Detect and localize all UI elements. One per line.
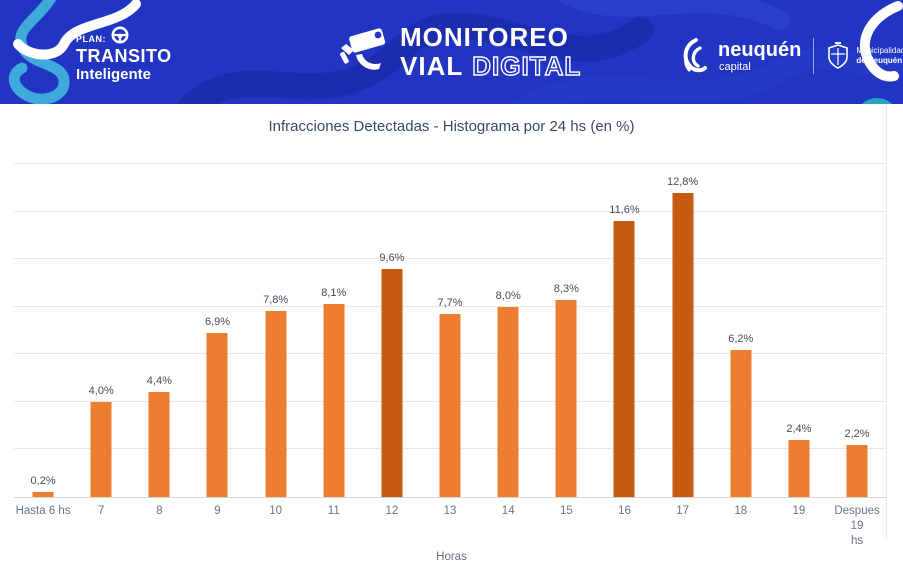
muni-line2: de Neuquén — [856, 56, 903, 65]
bar-column: 7,8% — [247, 164, 305, 497]
x-axis-label: 11 — [327, 505, 340, 517]
plan-title: TRANSITO — [76, 46, 172, 66]
data-label: 7,7% — [437, 296, 463, 309]
neuquen-name: neuquén — [718, 38, 802, 61]
bar — [555, 299, 577, 497]
data-label: 8,3% — [553, 282, 579, 295]
data-label: 2,2% — [844, 427, 870, 440]
municipalidad-logo: Municipalidad de Neuquén — [826, 41, 903, 71]
bar-column: 11,6% — [595, 164, 653, 497]
muni-line1: Municipalidad — [856, 46, 903, 55]
bar — [439, 313, 461, 497]
plot-wrap: 0,2% 4,0% 4,4% 6,9% 7,8% 8,1% 9,6% 7,7% 8,0% 8,3%… — [14, 163, 886, 498]
data-label: 11,6% — [609, 204, 640, 217]
header-banner: PLAN: TRANSITO Inteligente — [0, 0, 903, 104]
bar — [148, 392, 170, 497]
x-axis-label: Hasta 6 hs — [15, 505, 71, 517]
x-axis-label: 7 — [98, 505, 105, 517]
bar-column: 2,4% — [770, 164, 828, 497]
x-axis-label: 17 — [676, 505, 690, 517]
bar — [90, 401, 112, 497]
brand-line2-outline: DIGITAL — [472, 51, 582, 81]
x-axis-label: 8 — [156, 505, 163, 517]
data-label: 8,0% — [495, 289, 521, 302]
security-camera-icon — [340, 27, 386, 70]
bar-column: 6,2% — [712, 164, 770, 497]
x-axis-label: 10 — [269, 505, 283, 517]
bar — [613, 221, 635, 497]
bar-column: 2,2% — [828, 164, 886, 497]
bar — [265, 311, 287, 497]
data-label: 7,8% — [263, 294, 289, 307]
bar — [730, 349, 752, 497]
data-label: 2,4% — [786, 422, 812, 435]
bar-column: 6,9% — [188, 164, 246, 497]
brand-line2-solid: VIAL — [400, 51, 464, 81]
steering-wheel-icon — [111, 26, 129, 44]
axis-title-horas: Horas — [436, 550, 467, 563]
bar — [788, 439, 810, 497]
bar-column: 12,8% — [654, 164, 712, 497]
bar-column: 4,0% — [72, 164, 130, 497]
bar — [323, 304, 345, 497]
x-axis-label: 13 — [443, 505, 457, 517]
plot-area: 0,2% 4,0% 4,4% 6,9% 7,8% 8,1% 9,6% 7,7% 8,0% 8,3%… — [14, 163, 886, 498]
bar — [497, 306, 519, 497]
data-label: 0,2% — [30, 475, 56, 488]
data-label: 4,0% — [88, 384, 114, 397]
bar — [32, 492, 54, 497]
x-axis-label: 19 — [792, 505, 806, 517]
neuquen-sub: capital — [719, 60, 751, 73]
bar — [846, 444, 868, 497]
gridline — [14, 305, 886, 307]
bar-column: 8,0% — [479, 164, 537, 497]
bar — [206, 332, 228, 497]
plan-transito-logo: PLAN: TRANSITO Inteligente — [76, 26, 172, 82]
bar — [672, 192, 694, 497]
bar-column: 9,6% — [363, 164, 421, 497]
right-edge-divider — [886, 104, 887, 539]
chart-title: Infracciones Detectadas - Histograma por… — [268, 118, 635, 135]
x-axis-label: 16 — [618, 505, 631, 517]
gridline — [14, 210, 886, 212]
bars-row: 0,2% 4,0% 4,4% 6,9% 7,8% 8,1% 9,6% 7,7% 8,0% 8,3%… — [14, 164, 886, 497]
neuquen-capital-logo: neuquén capital — [676, 36, 801, 76]
x-axis-label: 18 — [734, 505, 748, 517]
bar-column: 0,2% — [14, 164, 72, 497]
logo-divider — [813, 38, 815, 74]
bar-column: 4,4% — [130, 164, 188, 497]
bar-column: 7,7% — [421, 164, 479, 497]
x-axis-label: 15 — [559, 505, 573, 517]
plan-label: PLAN: — [76, 34, 106, 44]
data-label: 6,9% — [204, 315, 231, 328]
x-axis: Hasta 6 hs 7 8 9 10 11 12 13 14 15 16 17 18 19 Despues… — [14, 498, 886, 549]
x-axis-label: 9 — [214, 505, 221, 517]
monitoreo-vial-logo: MONITOREO VIAL DIGITAL — [338, 22, 582, 81]
municipal-shield-icon — [828, 42, 849, 69]
neuquen-leaf-icon — [683, 38, 707, 73]
bar-column: 8,1% — [305, 164, 363, 497]
x-axis-label: 14 — [501, 505, 515, 517]
data-label: 12,8% — [667, 175, 699, 188]
data-label: 6,2% — [728, 332, 754, 345]
bar-column: 8,3% — [537, 164, 595, 497]
data-label: 8,1% — [321, 287, 347, 300]
plan-subtitle: Inteligente — [76, 66, 152, 83]
bar — [381, 268, 403, 497]
chart-section: Infracciones Detectadas - Histograma por… — [0, 104, 903, 563]
brand-line1: MONITOREO — [400, 22, 569, 52]
x-axis-label: Despues 19 hs — [834, 505, 880, 547]
x-axis-label: 12 — [385, 505, 399, 517]
gridline — [14, 258, 886, 260]
data-label: 9,6% — [379, 251, 405, 264]
data-label: 4,4% — [146, 375, 172, 388]
gridline — [14, 163, 886, 164]
